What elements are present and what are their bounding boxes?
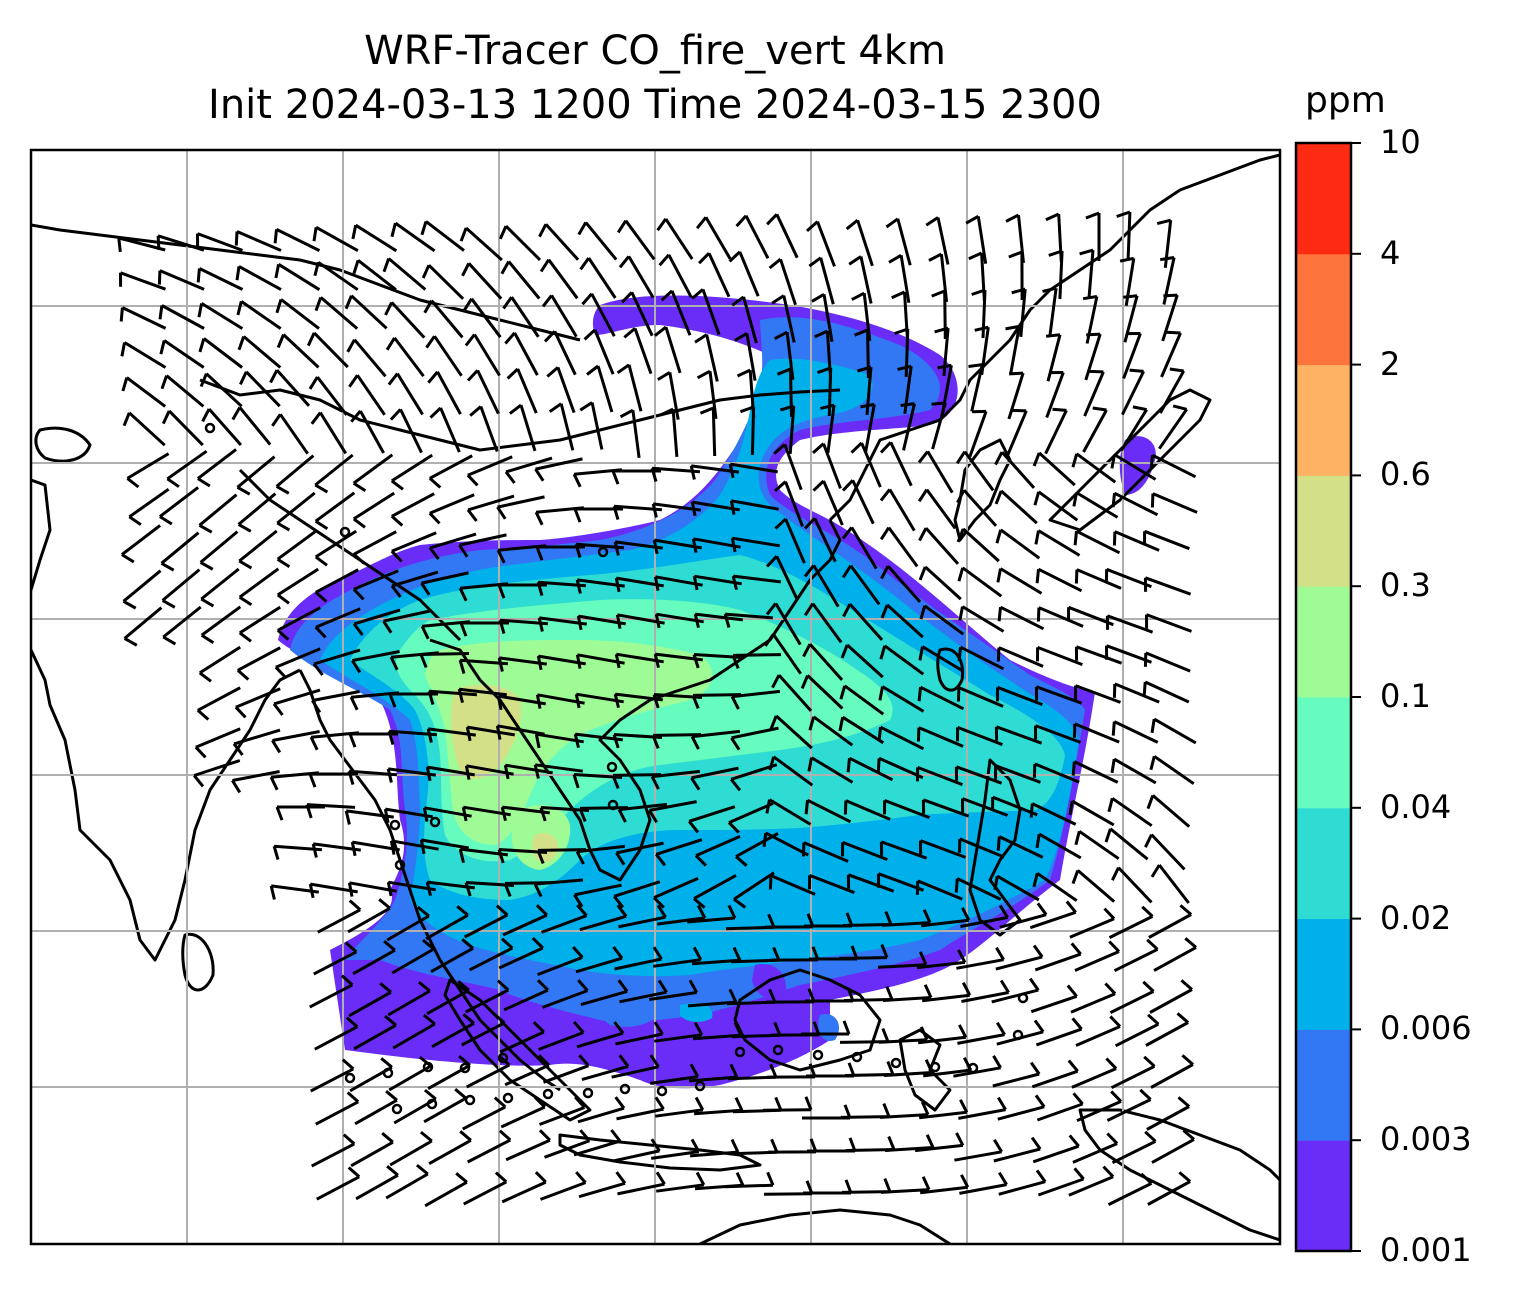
wind-barb-feather — [1167, 332, 1181, 333]
wind-barb-shaft — [733, 655, 781, 656]
wind-barb-feather — [803, 843, 804, 857]
wind-barb-feather — [160, 306, 162, 320]
wind-barb-feather — [1113, 493, 1114, 507]
wind-barb-feather — [236, 232, 237, 246]
wind-barb-feather — [969, 365, 983, 367]
wind-barb-feather — [848, 758, 849, 772]
wind-barb-shaft — [713, 408, 714, 456]
wind-barb-feather — [198, 269, 199, 283]
colorbar-segment — [1296, 143, 1351, 254]
colorbar-segment — [1296, 586, 1351, 697]
wind-barb-feather — [1152, 494, 1153, 508]
colorbar-tick-label: 0.003 — [1380, 1123, 1472, 1155]
wind-barb-feather — [1089, 371, 1103, 372]
wind-barb-shaft — [752, 407, 753, 455]
colorbar-segment — [1296, 254, 1351, 365]
wind-barb-feather — [998, 837, 999, 851]
map-panel — [31, 150, 1280, 1244]
colorbar-tick-label: 0.3 — [1380, 569, 1431, 601]
colorbar — [1296, 143, 1351, 1252]
colorbar-tick-label: 0.02 — [1380, 902, 1451, 934]
wind-barb-feather — [159, 271, 160, 285]
wind-barb-feather — [119, 238, 121, 252]
wind-barb-feather — [1093, 408, 1107, 410]
wind-barb-feather — [1076, 570, 1077, 584]
colorbar-tick-label: 0.04 — [1380, 791, 1451, 823]
wind-barb-feather — [879, 727, 880, 741]
wind-barb-shaft — [1128, 212, 1130, 260]
wind-barb-feather — [764, 833, 766, 847]
wind-barb-shaft — [839, 958, 887, 959]
wind-barb-shaft — [421, 654, 469, 655]
wind-barb-feather — [958, 688, 959, 702]
wind-barb-feather — [959, 647, 960, 661]
wind-barb-feather — [1151, 455, 1152, 469]
wind-barb-feather — [956, 879, 957, 893]
colorbar-tick-label: 0.006 — [1380, 1012, 1472, 1044]
wind-barb-shaft — [983, 290, 985, 338]
wind-barb-feather — [1113, 722, 1114, 736]
colorbar-segment — [1296, 1029, 1351, 1140]
wind-barb-feather — [1038, 608, 1039, 622]
colorbar-segment — [1296, 365, 1351, 476]
colorbar-segment — [1296, 1140, 1351, 1251]
wind-barb-feather — [314, 227, 316, 241]
wind-barb-feather — [1163, 295, 1177, 296]
colorbar-tick-label: 2 — [1380, 348, 1400, 380]
wind-barb-feather — [1046, 335, 1060, 337]
colorbar-tick-label: 0.1 — [1380, 680, 1431, 712]
wind-barb-feather — [237, 266, 239, 280]
colorbar-unit-label: ppm — [1305, 80, 1386, 121]
wind-barb-feather — [999, 607, 1000, 621]
wind-barb-feather — [901, 404, 915, 406]
wind-barb-feather — [1160, 258, 1174, 260]
wind-barb-feather — [932, 403, 946, 404]
wind-barb-feather — [121, 308, 122, 322]
colorbar-segment — [1296, 475, 1351, 586]
wind-barb-feather — [1123, 296, 1137, 297]
colorbar-tick-label: 0.001 — [1380, 1234, 1472, 1266]
map-figure — [0, 0, 1528, 1306]
wind-barb-feather — [918, 728, 919, 742]
colorbar-tick-label: 10 — [1380, 126, 1421, 158]
wind-barb-feather — [806, 800, 807, 814]
wind-barb-shaft — [725, 1185, 773, 1187]
wind-barb-feather — [919, 687, 920, 701]
wind-barb-feather — [1053, 409, 1067, 410]
colorbar-tick-label: 0.6 — [1380, 458, 1431, 490]
wind-barb-feather — [1075, 531, 1076, 545]
wind-barb-feather — [1144, 682, 1145, 696]
wind-barb-shaft — [791, 369, 792, 417]
wind-barb-feather — [275, 229, 276, 243]
wind-barb-feather — [1037, 569, 1038, 583]
wind-barb-feather — [1170, 369, 1184, 371]
colorbar-tick-label: 4 — [1380, 237, 1400, 269]
wind-barb-feather — [1073, 762, 1074, 776]
wind-barb-feather — [1012, 410, 1026, 411]
wind-barb-feather — [158, 236, 159, 250]
wind-barb-shaft — [868, 330, 869, 378]
wind-barb-feather — [878, 758, 879, 772]
colorbar-segment — [1296, 697, 1351, 808]
wind-barb-shaft — [945, 291, 946, 339]
wind-barb-feather — [1086, 334, 1100, 335]
wind-barb-feather — [1114, 532, 1115, 546]
wind-barb-feather — [770, 876, 771, 890]
colorbar-ticks — [1351, 143, 1361, 1251]
colorbar-segment — [1296, 808, 1351, 919]
wind-barb-feather — [998, 648, 999, 662]
wind-barb-feather — [1031, 804, 1032, 818]
wind-barb-feather — [1009, 373, 1023, 374]
wind-barb-shaft — [829, 368, 830, 416]
wind-barb-feather — [1130, 370, 1144, 371]
colorbar-segment — [1296, 919, 1351, 1030]
wind-barb-shaft — [906, 329, 908, 377]
wind-barb-feather — [845, 801, 846, 815]
